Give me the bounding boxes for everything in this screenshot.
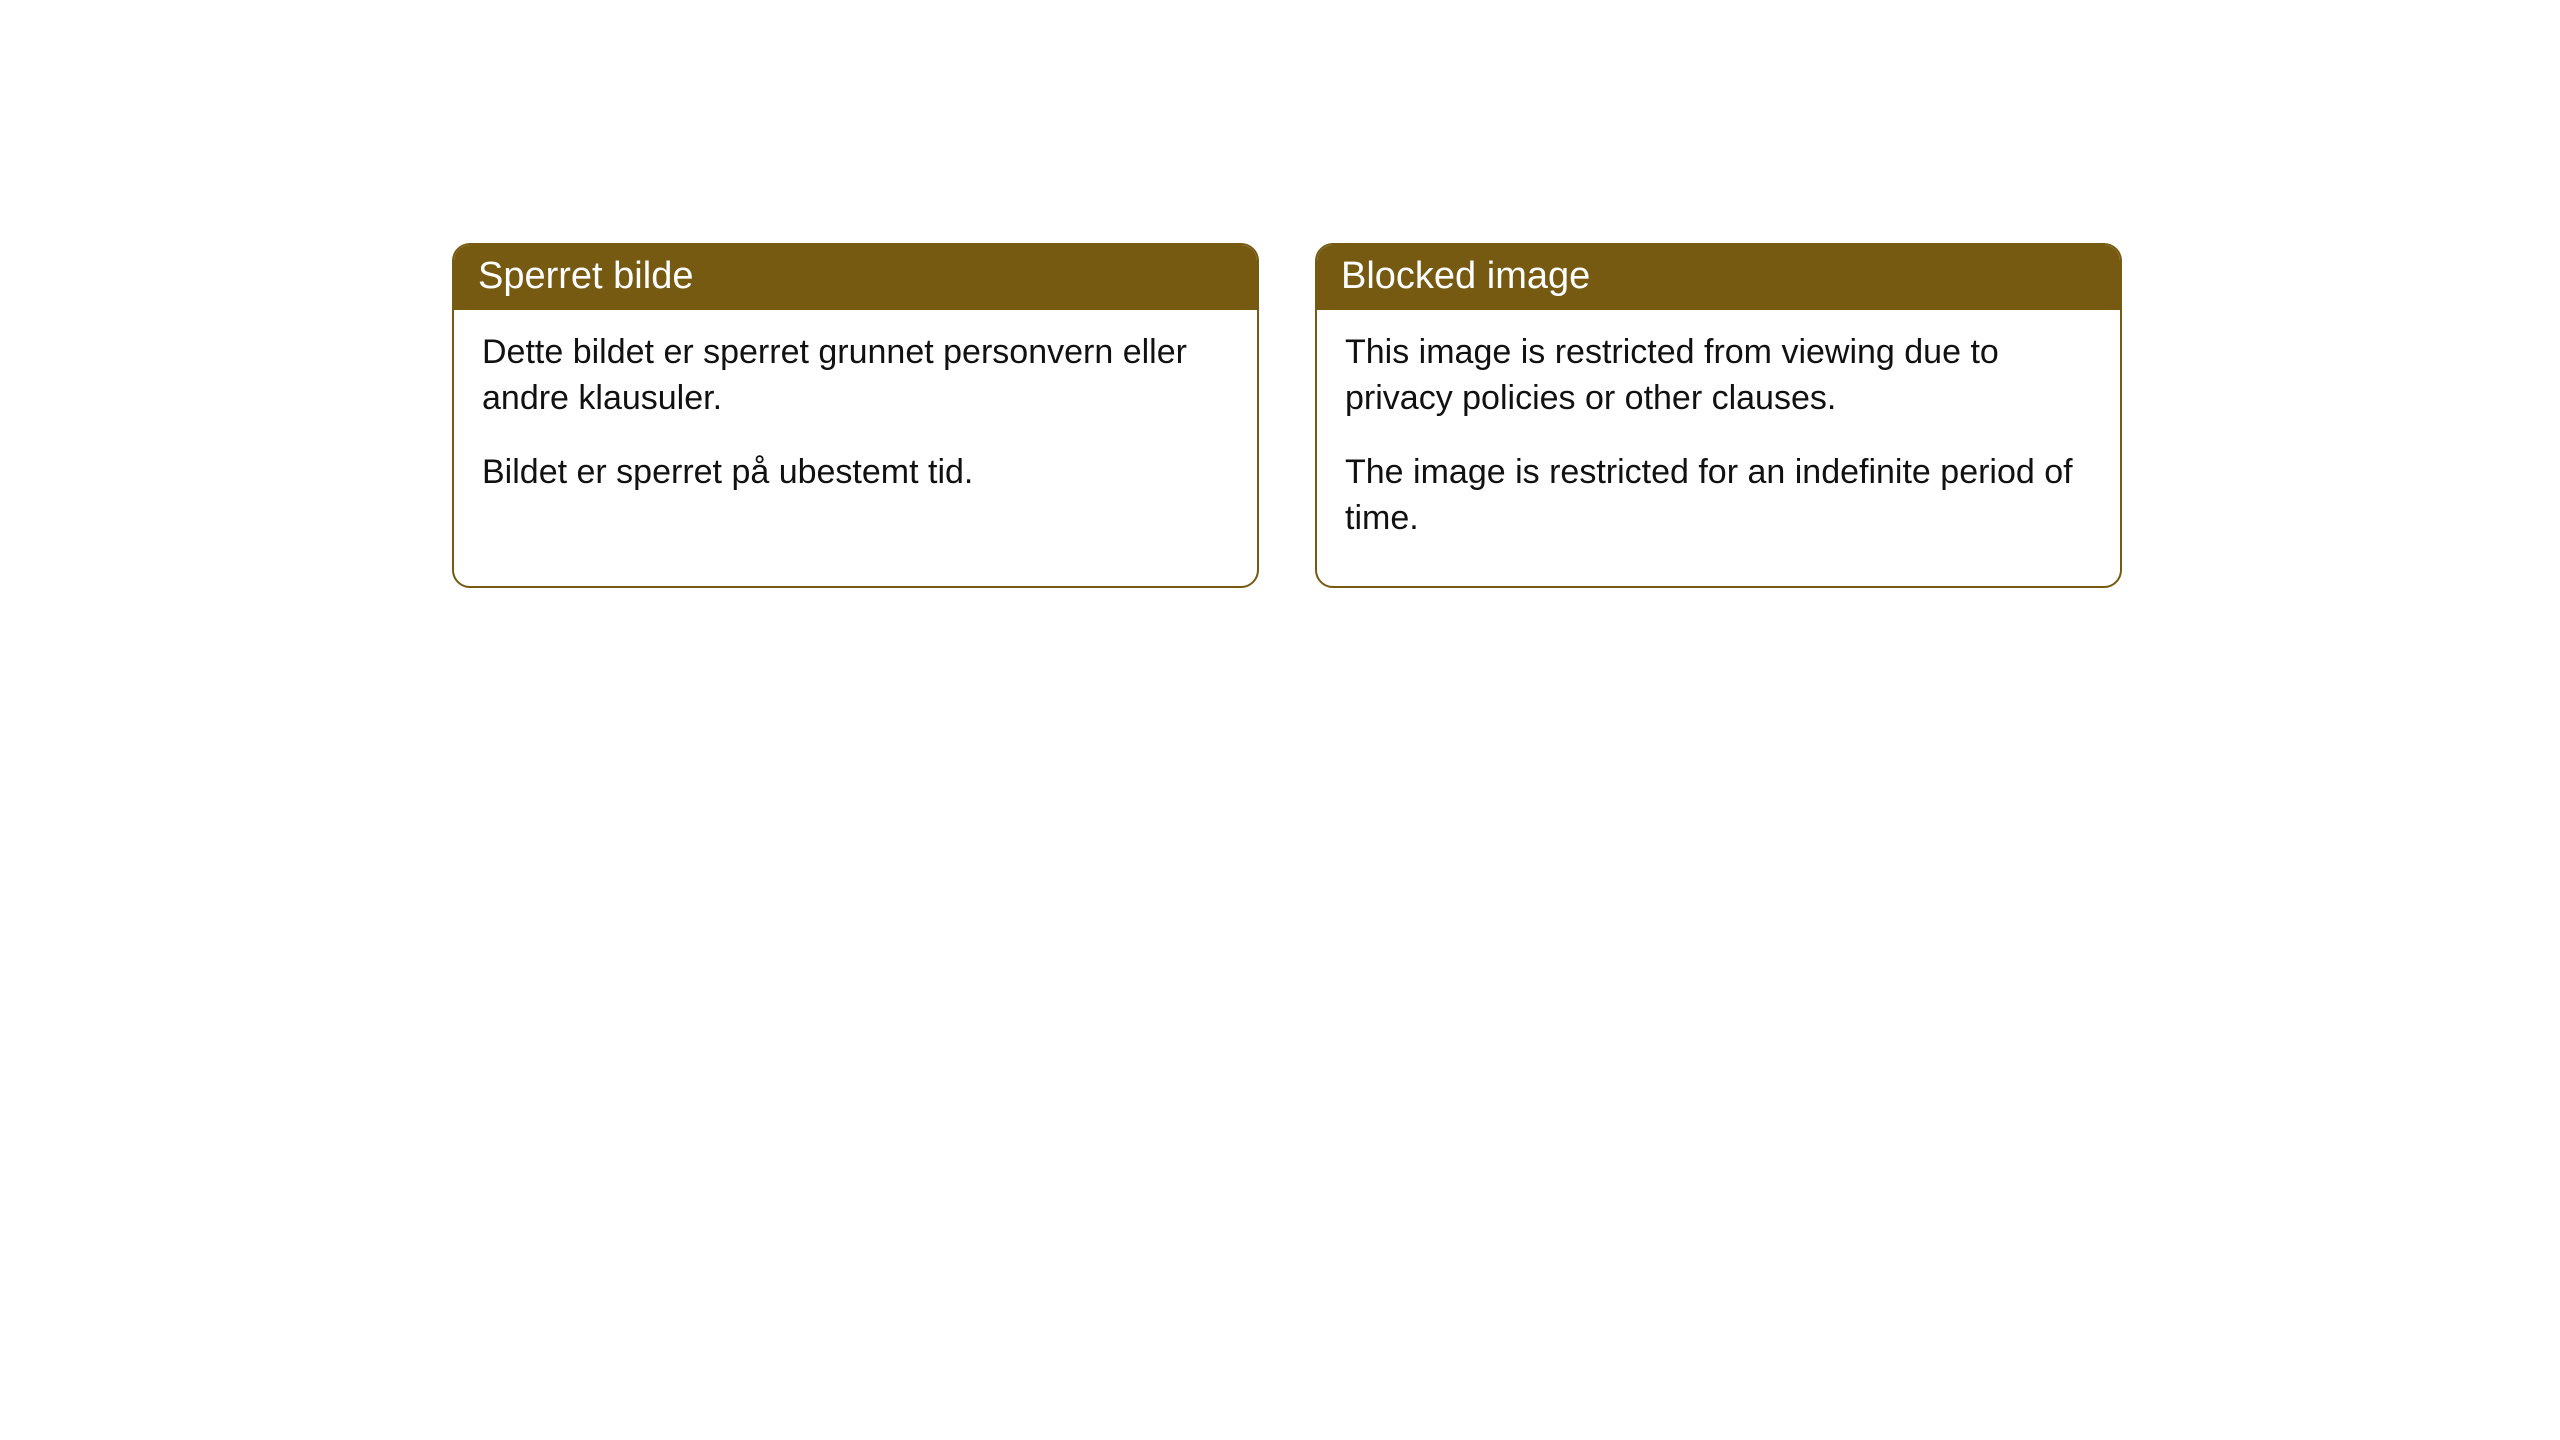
card-paragraph: The image is restricted for an indefinit… [1345,450,2092,542]
notice-card-norwegian: Sperret bilde Dette bildet er sperret gr… [452,243,1259,588]
card-paragraph: This image is restricted from viewing du… [1345,330,2092,422]
card-paragraph: Dette bildet er sperret grunnet personve… [482,330,1229,422]
notice-card-english: Blocked image This image is restricted f… [1315,243,2122,588]
card-body: Dette bildet er sperret grunnet personve… [454,310,1257,540]
card-paragraph: Bildet er sperret på ubestemt tid. [482,450,1229,496]
card-title: Blocked image [1341,255,1590,297]
notice-cards-container: Sperret bilde Dette bildet er sperret gr… [452,243,2122,588]
card-header: Blocked image [1317,245,2120,310]
card-body: This image is restricted from viewing du… [1317,310,2120,586]
card-header: Sperret bilde [454,245,1257,310]
card-title: Sperret bilde [478,255,693,297]
